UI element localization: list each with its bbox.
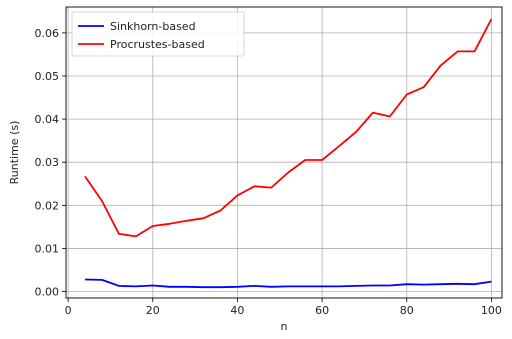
x-axis-label: n — [281, 320, 288, 333]
y-tick-label: 0.02 — [35, 199, 60, 212]
x-tick-label: 100 — [481, 304, 502, 317]
x-tick-label: 0 — [65, 304, 72, 317]
series-lines — [85, 19, 491, 287]
y-tick-label: 0.00 — [35, 286, 60, 299]
y-tick-label: 0.06 — [35, 27, 60, 40]
legend-label-procrustes: Procrustes-based — [110, 38, 205, 51]
x-tick-label: 40 — [230, 304, 244, 317]
y-tick-label: 0.03 — [35, 156, 60, 169]
x-tick-label: 20 — [146, 304, 160, 317]
x-tick-label: 80 — [400, 304, 414, 317]
legend: Sinkhorn-based Procrustes-based — [72, 12, 244, 56]
series-line-sinkhorn — [85, 280, 491, 288]
y-tick-label: 0.05 — [35, 70, 60, 83]
y-tick-label: 0.01 — [35, 242, 60, 255]
axis-ticks: 0 20 40 60 80 100 0.00 0.01 0.02 0.03 0.04 0.05 0.06 — [35, 27, 502, 317]
x-tick-label: 60 — [315, 304, 329, 317]
y-tick-label: 0.04 — [35, 113, 60, 126]
legend-label-sinkhorn: Sinkhorn-based — [110, 20, 196, 33]
y-axis-label: Runtime (s) — [8, 121, 21, 185]
